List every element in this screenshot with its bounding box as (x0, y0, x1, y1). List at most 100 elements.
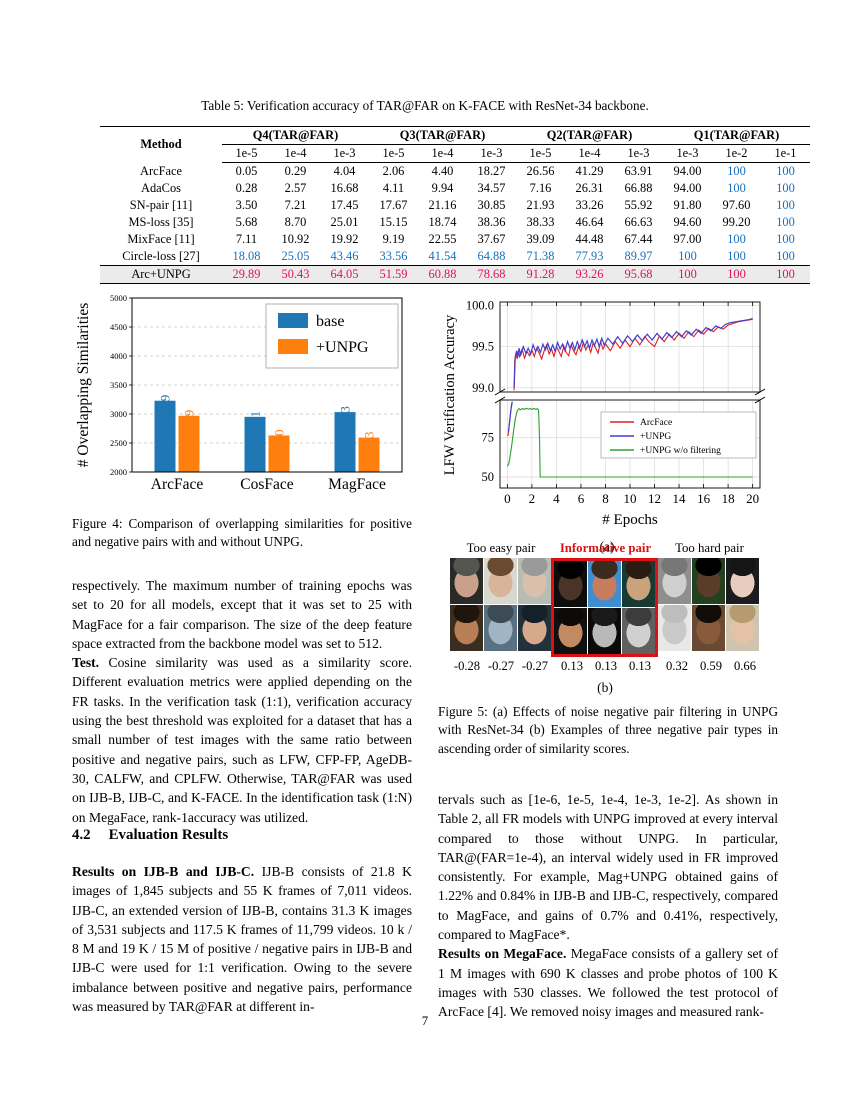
table-cell: 63.91 (624, 164, 653, 178)
table-cell: 89.97 (624, 249, 653, 263)
y-tick-label: 100.0 (466, 298, 494, 312)
table-cell: 100 (761, 265, 810, 284)
col-far: 1e-5 (369, 144, 418, 163)
face-pair-column (484, 558, 517, 651)
x-tick-label: MagFace (328, 476, 386, 493)
table-cell: 21.16 (428, 198, 457, 212)
table-cell: 100 (727, 232, 746, 246)
face-pair-column (658, 558, 691, 651)
row-label: ArcFace (140, 163, 182, 178)
face-image (450, 558, 483, 604)
table-cell: 2.06 (382, 164, 405, 178)
x-tick-label: 8 (602, 491, 609, 506)
table-cell: 71.38 (526, 249, 555, 263)
table-cell: 100 (663, 265, 712, 284)
x-tick-label: 10 (624, 491, 637, 506)
face-pair-column (518, 558, 551, 651)
y-tick-label: 4500 (110, 322, 127, 332)
table-row: Circle-loss [27] 18.08 25.05 43.46 33.56 41.5… (100, 248, 810, 266)
series-+UNPG w/o filtering (506, 407, 753, 478)
table-cell: 3.50 (235, 198, 258, 212)
left-column-text-2: Results on IJB-B and IJB-C. IJB-B consis… (72, 862, 412, 1016)
bar-value-label: 3033 (338, 406, 353, 432)
face-image (588, 561, 621, 607)
legend-label: ArcFace (640, 418, 672, 428)
table-row: ArcFace 0.05 0.29 4.04 2.06 4.40 18.27 26.56 41.… (100, 163, 810, 181)
y-tick-label: 3000 (110, 409, 127, 419)
face-pair-column (588, 561, 621, 654)
row-label: MixFace [11] (127, 232, 195, 246)
x-tick-label: 0 (504, 491, 511, 506)
table-row: SN-pair [11] 3.50 7.21 17.45 17.67 21.16 30.85… (100, 197, 810, 214)
bar-value-label: 2951 (248, 411, 263, 437)
table-cell: 100 (776, 249, 795, 263)
paragraph-lead: Test. (72, 655, 100, 671)
bar-value-label: 3229 (158, 395, 173, 421)
x-tick-label: 4 (553, 491, 560, 506)
table-cell: 100 (776, 215, 795, 229)
table-cell: 100 (776, 232, 795, 246)
table-cell: 100 (678, 249, 697, 263)
col-group-2: Q2(TAR@FAR) (516, 126, 663, 145)
table-cell: 33.56 (379, 249, 408, 263)
table-cell: 66.63 (624, 215, 653, 229)
table-cell: 41.29 (575, 164, 604, 178)
table-cell: 2.57 (284, 181, 307, 195)
bar-value-label: 2630 (272, 429, 287, 455)
similarity-score: 0.59 (699, 659, 723, 673)
legend-swatch (278, 339, 308, 354)
y-axis-label: LFW Verification Accuracy (442, 314, 458, 475)
x-axis-label: # Epochs (602, 512, 658, 528)
paragraph: Test. Cosine similarity was used as a si… (72, 655, 412, 825)
y-tick-label: 50 (482, 470, 495, 484)
face-pair-column (554, 561, 587, 654)
table-cell: 5.68 (235, 215, 258, 229)
row-label: SN-pair [11] (129, 198, 193, 212)
face-grid (450, 558, 760, 657)
bar-value-label: 2593 (362, 432, 377, 458)
table-cell: 94.00 (673, 164, 702, 178)
table-header-row: Method Q4(TAR@FAR) Q3(TAR@FAR) Q2(TAR@FAR) Q… (100, 126, 810, 163)
score-group: -0.28 -0.27 -0.27 (450, 659, 552, 674)
x-tick-label: 6 (578, 491, 585, 506)
x-tick-label: 20 (746, 491, 759, 506)
col-far: 1e-3 (663, 144, 712, 163)
y-tick-label: 99.5 (472, 340, 494, 354)
table-cell: 17.45 (330, 198, 359, 212)
table-cell: 97.00 (673, 232, 702, 246)
similarity-score: 0.13 (594, 659, 618, 673)
y-tick-label: 99.0 (472, 381, 494, 395)
table-cell: 18.74 (428, 215, 457, 229)
face-image (658, 605, 691, 651)
table5: Method Q4(TAR@FAR) Q3(TAR@FAR) Q2(TAR@FAR) Q… (100, 126, 810, 284)
bar-+UNPG (268, 435, 290, 472)
table-row: AdaCos 0.28 2.57 16.68 4.11 9.94 34.57 7.16 26.3… (100, 180, 810, 197)
face-image (692, 558, 725, 604)
col-far: 1e-3 (467, 144, 516, 163)
x-tick-label: ArcFace (151, 476, 204, 493)
table-cell: 25.05 (281, 249, 310, 263)
table-cell: 78.68 (467, 265, 516, 284)
table-cell: 7.11 (235, 232, 258, 246)
col-group-1: Q3(TAR@FAR) (369, 126, 516, 145)
table-cell: 34.57 (477, 181, 506, 195)
table-cell: 66.88 (624, 181, 653, 195)
pair-group-title-easy: Too easy pair (466, 541, 536, 555)
similarity-score: 0.32 (665, 659, 689, 673)
axis-break-mark (494, 396, 506, 404)
face-pair-column (622, 561, 655, 654)
figure4-caption: Figure 4: Comparison of overlapping simi… (72, 516, 412, 550)
table-cell: 0.28 (235, 181, 258, 195)
series-+UNPG (warmup) (508, 401, 513, 432)
y-tick-label: 4000 (110, 351, 127, 361)
table-cell: 91.28 (516, 265, 565, 284)
section-number: 4.2 (72, 827, 91, 843)
face-pair-column (726, 558, 759, 651)
table-cell: 64.05 (320, 265, 369, 284)
table-cell: 15.15 (379, 215, 408, 229)
row-label: Arc+UNPG (100, 265, 222, 284)
col-far: 1e-4 (565, 144, 614, 163)
face-pair-column (692, 558, 725, 651)
legend-label: +UNPG w/o filtering (640, 445, 721, 456)
table-cell: 100 (776, 164, 795, 178)
